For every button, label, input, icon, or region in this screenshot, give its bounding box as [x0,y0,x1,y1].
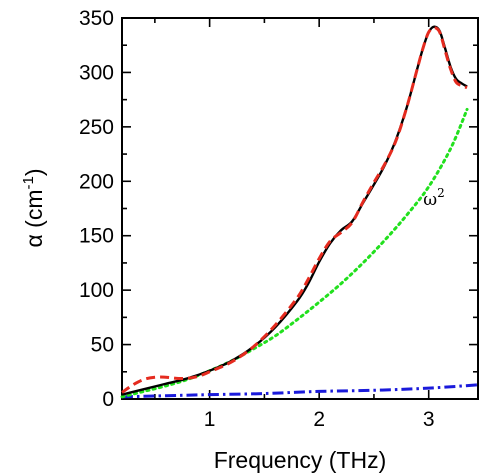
axis-ticks [122,17,478,400]
x-tick-label: 3 [423,408,435,431]
y-tick-label: 50 [91,334,114,357]
y-axis-unit-exponent: -1 [20,176,37,189]
axis-tick-labels: 0 50 100 150 200 250 300 350 1 2 3 [79,7,435,431]
annotation-base: ω [423,190,437,210]
y-axis-unit-close: ) [21,168,47,176]
y-tick-label: 250 [79,116,114,139]
annotation-exponent: 2 [437,186,445,200]
y-tick-label: 300 [79,61,114,84]
series-line-fit [121,26,468,394]
y-tick-label: 0 [102,388,114,411]
series-line-measured [121,25,468,396]
y-tick-label: 350 [79,7,114,30]
y-tick-label: 100 [79,279,114,302]
x-tick-label: 2 [313,408,325,431]
omega-squared-annotation: ω2 [423,186,445,210]
y-axis-title: α (cm-1) [20,168,47,247]
y-tick-label: 150 [79,225,114,248]
series-layer [120,25,479,399]
x-axis-title: Frequency (THz) [214,447,387,473]
y-axis-symbol: α [21,234,47,247]
y-axis-unit: (cm [21,190,47,235]
y-tick-label: 200 [79,170,114,193]
series-line-omega-squared [120,107,469,399]
x-tick-label: 1 [204,408,216,431]
series-line-baseline [121,383,479,399]
